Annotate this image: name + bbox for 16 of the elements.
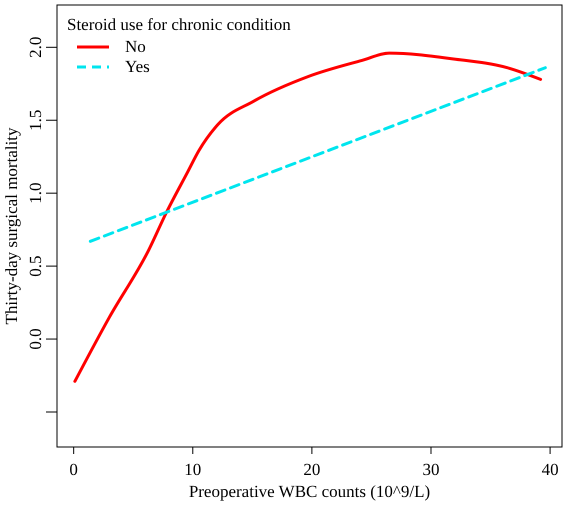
- x-tick-label: 0: [69, 460, 78, 479]
- x-axis-title: Preoperative WBC counts (10^9/L): [188, 482, 430, 501]
- y-axis-title: Thirty-day surgical mortality: [2, 126, 21, 325]
- y-tick-label: 0.5: [26, 255, 45, 277]
- legend-label: No: [125, 37, 146, 56]
- x-tick-label: 40: [542, 460, 559, 479]
- legend-label: Yes: [125, 57, 150, 76]
- line-series: [73, 52, 542, 383]
- x-tick-label: 10: [184, 460, 202, 479]
- y-tick-label: 1.5: [26, 110, 45, 131]
- y-tick-label: 0.0: [26, 328, 45, 350]
- y-tick-label: 2.0: [26, 36, 45, 58]
- legend-title: Steroid use for chronic condition: [67, 15, 292, 34]
- y-tick-label: 1.0: [26, 182, 45, 204]
- x-tick-label: 20: [303, 460, 320, 479]
- x-tick-label: 30: [422, 460, 440, 479]
